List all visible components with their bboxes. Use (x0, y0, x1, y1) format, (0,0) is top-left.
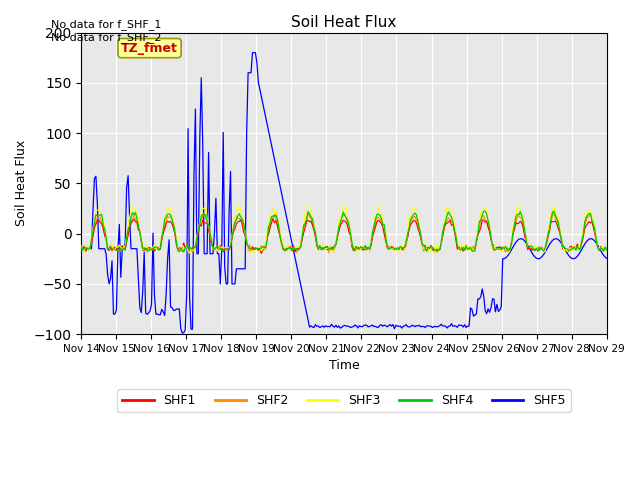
Y-axis label: Soil Heat Flux: Soil Heat Flux (15, 140, 28, 227)
Legend: SHF1, SHF2, SHF3, SHF4, SHF5: SHF1, SHF2, SHF3, SHF4, SHF5 (117, 389, 571, 412)
Title: Soil Heat Flux: Soil Heat Flux (291, 15, 397, 30)
Text: TZ_fmet: TZ_fmet (121, 42, 178, 55)
X-axis label: Time: Time (328, 360, 359, 372)
Text: No data for f_SHF_1
No data for f_SHF_2: No data for f_SHF_1 No data for f_SHF_2 (51, 19, 162, 43)
